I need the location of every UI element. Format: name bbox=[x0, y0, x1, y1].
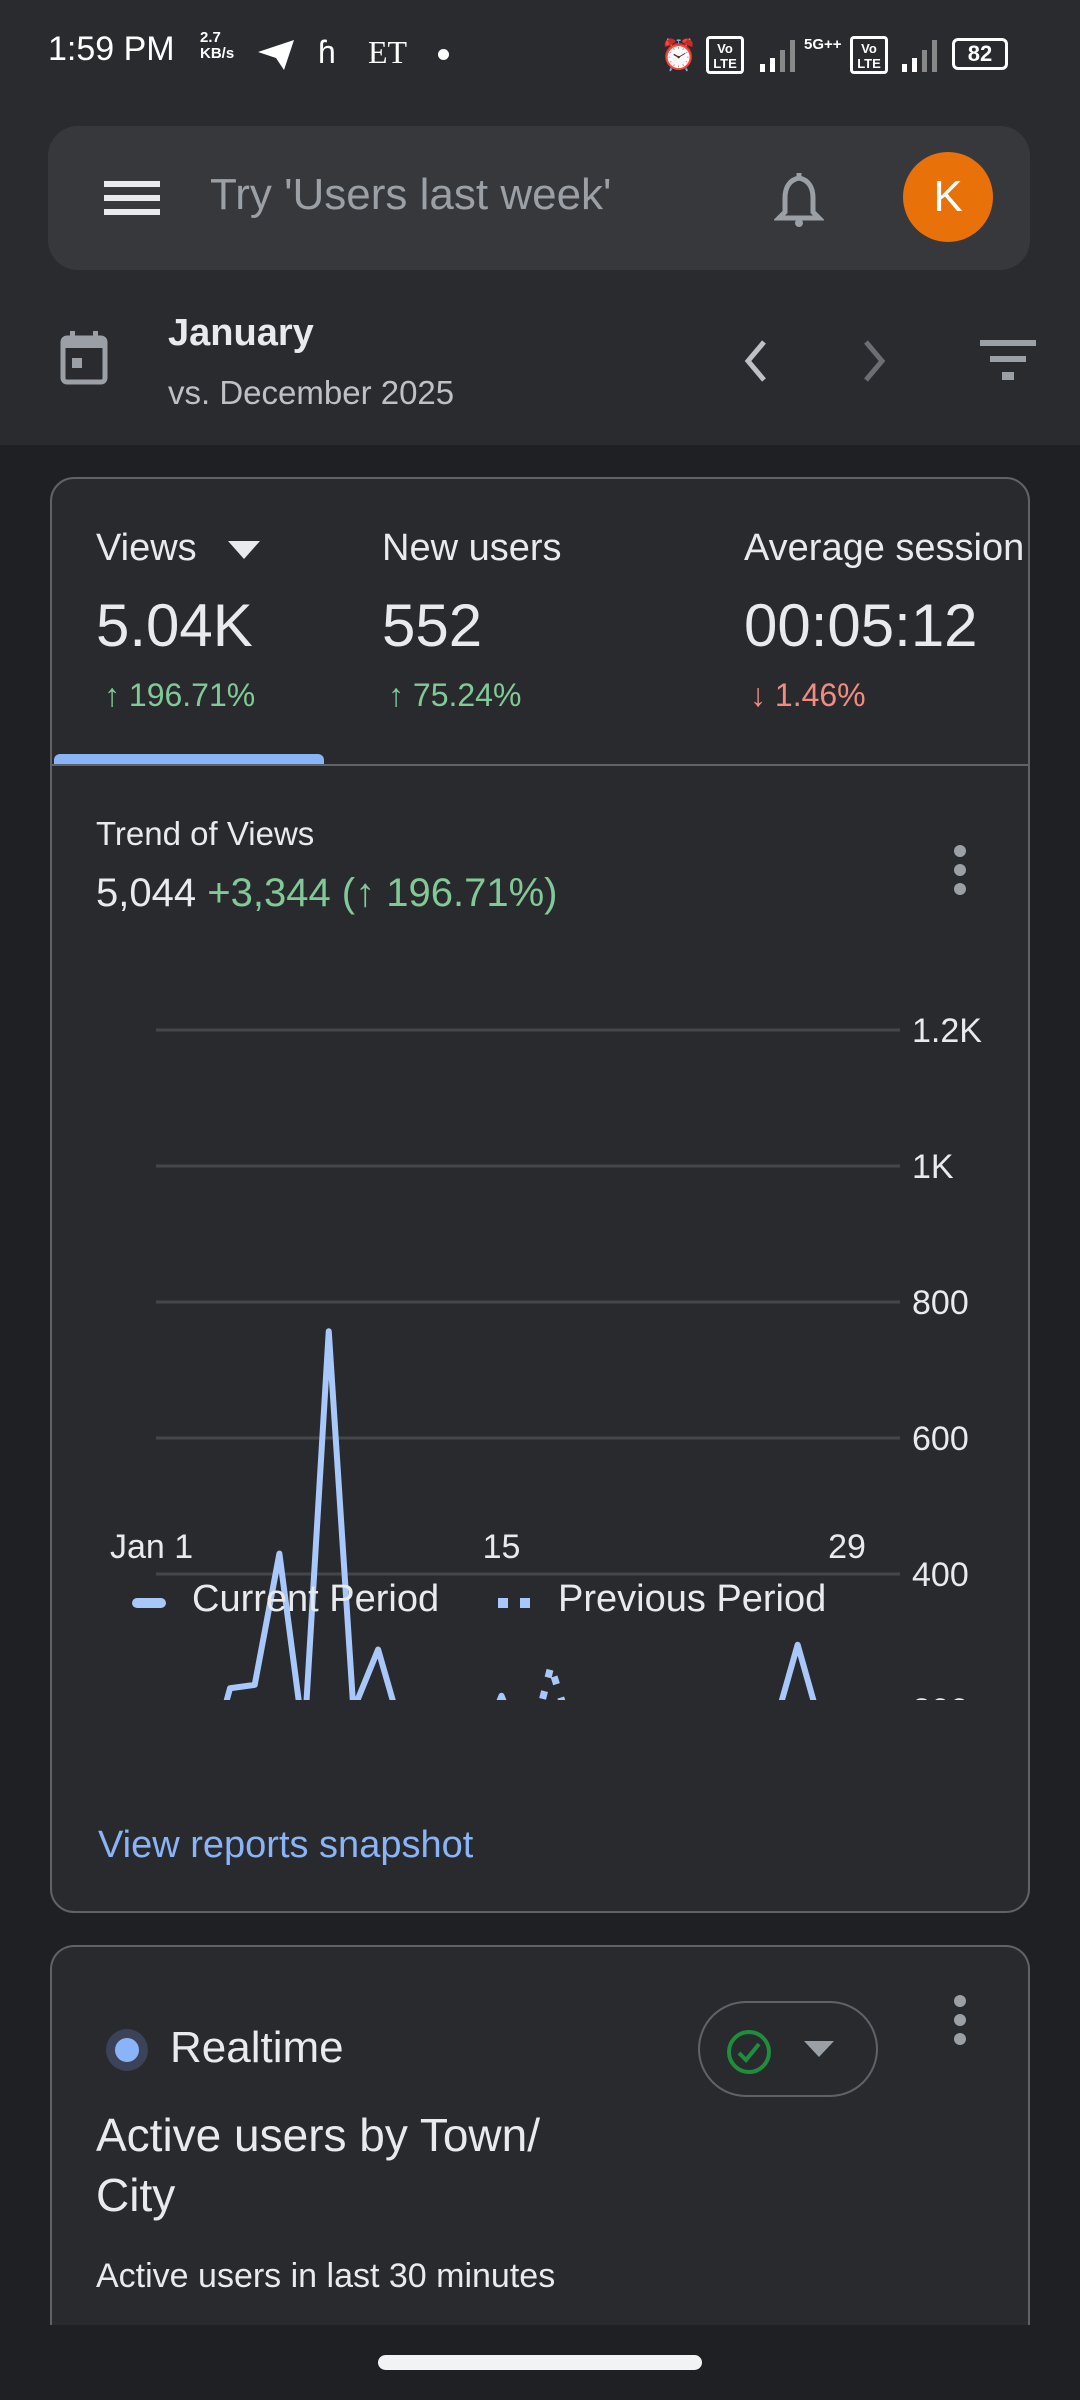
metric-tab-views[interactable]: Views 5.04K ↑ 196.71% bbox=[52, 479, 352, 764]
metric-tab-average-session[interactable]: Average session 00:05:12 ↓ 1.46% bbox=[744, 479, 1028, 764]
net-speed: 2.7 KB/s bbox=[200, 30, 234, 62]
y-tick-label: 1.2K bbox=[912, 1012, 982, 1050]
y-tick-label: 400 bbox=[912, 1556, 969, 1594]
y-tick-label: 800 bbox=[912, 1284, 969, 1322]
search-bar[interactable]: Try 'Users last week' K bbox=[48, 126, 1030, 270]
legend-dot-swatch bbox=[520, 1598, 530, 1608]
more-options-icon[interactable] bbox=[952, 1993, 968, 2047]
home-gesture-handle[interactable] bbox=[378, 2355, 702, 2370]
chevron-right-icon[interactable] bbox=[860, 338, 890, 384]
metric-change: ↓ 1.46% bbox=[750, 677, 866, 713]
metric-label: Average session bbox=[744, 527, 1025, 569]
calendar-icon[interactable] bbox=[60, 330, 108, 386]
search-placeholder[interactable]: Try 'Users last week' bbox=[210, 170, 612, 219]
telegram-icon bbox=[258, 40, 294, 70]
filter-icon[interactable] bbox=[980, 340, 1036, 382]
card-title-line: City bbox=[96, 2169, 176, 2221]
avatar[interactable]: K bbox=[903, 152, 993, 242]
current-period-line bbox=[223, 1328, 817, 1700]
x-tick-label: Jan 1 bbox=[110, 1528, 193, 1566]
dropdown-arrow-icon[interactable] bbox=[228, 541, 260, 561]
menu-icon[interactable] bbox=[104, 178, 160, 218]
metric-value: 00:05:12 bbox=[744, 592, 978, 659]
realtime-dot-icon bbox=[106, 2029, 148, 2071]
volte-icon-2: Vo LTE bbox=[850, 36, 888, 74]
status-filter-button[interactable] bbox=[698, 2001, 878, 2097]
y-tick-label: 200 bbox=[912, 1692, 969, 1700]
x-tick-label: 29 bbox=[828, 1528, 866, 1566]
card-title: Active users by Town/City bbox=[96, 2105, 540, 2225]
selected-tab-indicator bbox=[54, 754, 324, 765]
view-reports-snapshot-link[interactable]: View reports snapshot bbox=[98, 1824, 474, 1866]
status-time: 1:59 PM bbox=[48, 30, 175, 68]
date-range-title[interactable]: January bbox=[168, 312, 314, 354]
et-icon: ET bbox=[368, 34, 408, 70]
trend-delta: +3,344 (↑ 196.71%) bbox=[207, 871, 558, 915]
net-speed-unit: KB/s bbox=[200, 45, 235, 62]
chart-legend: Current Period Previous Period bbox=[130, 1578, 930, 1628]
tabs-divider bbox=[52, 764, 1028, 766]
app-notification-icon: ɦ bbox=[318, 34, 336, 70]
date-range-compare[interactable]: vs. December 2025 bbox=[168, 374, 455, 411]
chevron-left-icon[interactable] bbox=[740, 338, 770, 384]
net-speed-value: 2.7 bbox=[200, 29, 221, 46]
card-subtitle: Active users in last 30 minutes bbox=[96, 2257, 556, 2295]
notifications-bell-icon[interactable] bbox=[774, 170, 824, 228]
realtime-label: Realtime bbox=[170, 2023, 344, 2072]
trend-total: 5,044 bbox=[96, 871, 197, 915]
alarm-icon: ⏰ bbox=[660, 39, 698, 72]
metrics-card: Views 5.04K ↑ 196.71% New users 552 ↑ 75… bbox=[50, 477, 1030, 1913]
trend-summary: 5,044 +3,344 (↑ 196.71%) bbox=[96, 871, 557, 916]
legend-solid-swatch bbox=[132, 1598, 166, 1608]
metric-label: Views bbox=[96, 527, 197, 569]
legend-current: Current Period bbox=[192, 1578, 440, 1620]
legend-previous: Previous Period bbox=[558, 1578, 827, 1620]
volte-icon: Vo LTE bbox=[706, 36, 744, 74]
trend-title: Trend of Views bbox=[96, 815, 315, 852]
card-title-line: Active users by Town/ bbox=[96, 2109, 541, 2161]
signal-icon bbox=[760, 40, 795, 72]
metric-value: 5.04K bbox=[96, 592, 253, 659]
metric-tab-new-users[interactable]: New users 552 ↑ 75.24% bbox=[382, 479, 702, 764]
metric-value: 552 bbox=[382, 592, 483, 659]
metric-label: New users bbox=[382, 527, 562, 569]
y-tick-label: 1K bbox=[912, 1148, 954, 1186]
x-tick-label: 15 bbox=[483, 1528, 521, 1566]
network-type: 5G++ bbox=[804, 36, 842, 53]
signal-icon-2 bbox=[902, 40, 937, 72]
more-options-icon[interactable] bbox=[952, 843, 968, 897]
notification-dot-icon bbox=[438, 49, 449, 60]
metric-change: ↑ 196.71% bbox=[104, 677, 256, 713]
battery-icon: 82 bbox=[952, 38, 1008, 70]
check-circle-icon bbox=[727, 2030, 771, 2074]
y-tick-label: 600 bbox=[912, 1420, 969, 1458]
legend-dot-swatch bbox=[498, 1598, 508, 1608]
realtime-card: Realtime Active users by Town/City Activ… bbox=[50, 1945, 1030, 2365]
dropdown-arrow-icon bbox=[804, 2041, 834, 2057]
metric-change: ↑ 75.24% bbox=[388, 677, 522, 713]
